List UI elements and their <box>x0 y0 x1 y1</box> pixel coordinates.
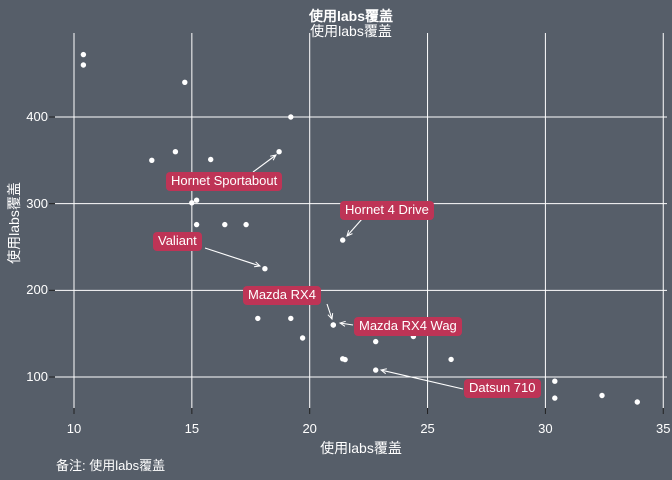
x-tick-label-25: 25 <box>420 421 435 436</box>
plot-caption: 备注: 使用labs覆盖 <box>56 458 166 473</box>
arrow-datsun-710 <box>379 368 464 390</box>
x-tick-label-20: 20 <box>302 421 317 436</box>
plot-subtitle: 使用labs覆盖 <box>310 23 392 39</box>
point-datsun-710 <box>373 367 379 373</box>
point-merc-450se <box>222 221 228 228</box>
point-camaro-z28 <box>149 157 155 163</box>
arrow-hornet-sportabout <box>252 154 277 173</box>
point-hornet-sportabout <box>276 149 282 155</box>
point-merc-280 <box>288 315 294 322</box>
point-merc-450slc <box>193 221 200 228</box>
point-merc-230 <box>373 338 379 345</box>
arrow-hornet-4-drive <box>346 218 363 237</box>
point-merc-280c <box>255 315 261 322</box>
point-lincoln-continental <box>80 62 87 68</box>
y-axis-title: 使用labs覆盖 <box>6 182 22 264</box>
point-honda-civic <box>552 395 558 401</box>
y-tick-label-100: 100 <box>26 369 48 384</box>
point-valiant <box>262 266 268 272</box>
point-fiat-128 <box>599 392 605 399</box>
point-porsche-914-2 <box>448 356 454 363</box>
arrow-mazda-rx4 <box>326 303 334 321</box>
y-tick-label-400: 400 <box>26 109 48 124</box>
annotation-label-mazda-rx4-wag: Mazda RX4 Wag <box>354 317 462 336</box>
point-maserati-bora <box>189 200 195 206</box>
plot-title: 使用labs覆盖 <box>308 8 393 24</box>
annotation-label-hornet-sportabout: Hornet Sportabout <box>166 172 283 191</box>
point-lotus-europa <box>552 378 558 384</box>
point-ford-pantera-l <box>208 156 214 163</box>
point-chrysler-imperial <box>182 79 188 86</box>
point-merc-450sl <box>243 221 249 228</box>
point-hornet-4-drive <box>340 237 346 243</box>
y-tick-label-200: 200 <box>26 282 48 298</box>
annotation-label-datsun-710: Datsun 710 <box>464 379 541 398</box>
annotation-arrows <box>204 154 464 390</box>
x-tick-label-35: 35 <box>656 421 671 436</box>
arrow-valiant <box>204 247 262 268</box>
annotation-label-hornet-4-drive: Hornet 4 Drive <box>340 201 434 220</box>
point-toyota-corolla <box>634 399 640 405</box>
x-tick-label-10: 10 <box>66 421 82 436</box>
point-pontiac-firebird <box>288 114 294 120</box>
annotation-label-valiant: Valiant <box>153 232 202 251</box>
x-tick-label-30: 30 <box>538 421 553 436</box>
arrow-mazda-rx4-wag <box>338 320 354 327</box>
x-axis-title: 使用labs覆盖 <box>320 440 402 456</box>
point-ferrari-dino <box>299 335 306 341</box>
y-tick-label-300: 300 <box>26 195 48 211</box>
axis-ticks <box>49 116 664 414</box>
point-volvo-142e <box>340 356 346 362</box>
x-tick-label-15: 15 <box>184 421 200 436</box>
data-points <box>80 51 640 405</box>
point-mazda-rx4-wag <box>330 322 336 328</box>
point-amc-javelin <box>193 197 200 203</box>
point-duster-360 <box>172 149 179 155</box>
point-cadillac-fleetwood <box>80 51 87 58</box>
annotation-label-mazda-rx4: Mazda RX4 <box>243 286 321 305</box>
